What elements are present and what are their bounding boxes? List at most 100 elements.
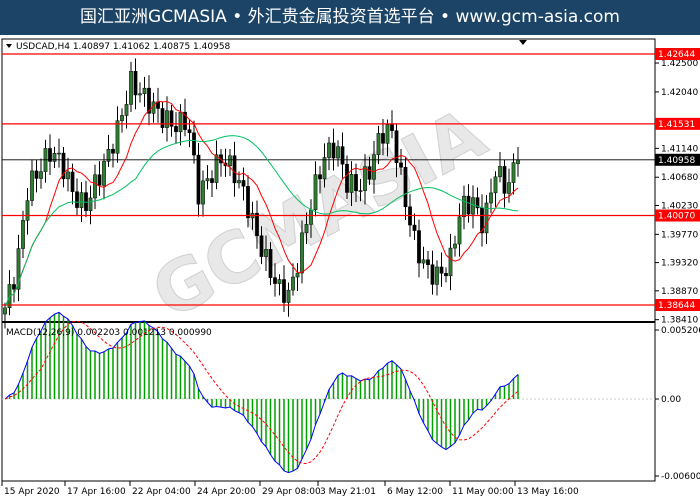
current-price-label: 1.40958	[658, 156, 695, 166]
candle	[291, 276, 295, 291]
candle	[295, 272, 300, 278]
candle	[187, 129, 192, 134]
candle	[237, 180, 241, 184]
candle	[448, 247, 453, 277]
candle	[381, 133, 385, 144]
candle	[178, 111, 183, 133]
candle	[516, 159, 520, 164]
candle	[372, 154, 376, 180]
time-tick-label: 22 Apr 04:00	[132, 487, 191, 497]
candle	[385, 124, 390, 144]
candle	[61, 152, 66, 180]
candle	[39, 171, 43, 179]
candle	[196, 154, 201, 205]
candle	[435, 266, 439, 285]
candle	[489, 192, 493, 204]
ma-slow-line	[4, 135, 519, 308]
price-chart[interactable]: GCMASIA 1.425001.420401.411401.406801.40…	[0, 35, 700, 500]
candle	[106, 148, 111, 162]
candle	[322, 157, 327, 180]
level-price-tag	[655, 299, 700, 311]
candle	[493, 176, 498, 194]
level-price-label: 1.42644	[658, 50, 695, 60]
price-tick-label: 1.42040	[661, 88, 698, 98]
candle	[327, 142, 331, 158]
candle	[79, 192, 84, 208]
candle	[300, 232, 304, 274]
level-price-tag	[655, 48, 700, 60]
candle	[502, 166, 507, 194]
candle	[507, 182, 511, 194]
candle	[453, 243, 457, 249]
candle	[394, 130, 399, 164]
candle	[403, 167, 408, 208]
candle	[138, 93, 142, 96]
candle	[241, 180, 246, 187]
time-tick-label: 3 May 21:01	[320, 487, 376, 497]
candle	[48, 148, 52, 162]
macd-tick-label: 0.00	[661, 395, 681, 405]
candle	[3, 307, 7, 315]
candle	[16, 248, 21, 290]
candle	[210, 178, 214, 183]
candle	[214, 154, 219, 183]
shift-marker-icon[interactable]	[519, 40, 527, 45]
candle	[367, 166, 372, 180]
time-tick-label: 17 Apr 16:00	[67, 487, 126, 497]
candle	[201, 180, 205, 205]
symbol-label: USDCAD,H4 1.40897 1.41062 1.40875 1.4095…	[16, 42, 231, 52]
level-price-label: 1.40070	[658, 212, 695, 222]
candle	[273, 277, 277, 284]
candle	[399, 162, 403, 168]
candle	[264, 249, 268, 257]
price-tick-label: 1.40680	[661, 173, 698, 183]
candle	[34, 170, 39, 179]
candle	[358, 190, 363, 192]
dropdown-triangle-icon[interactable]	[6, 44, 12, 48]
candle	[390, 124, 394, 131]
candle	[498, 166, 502, 178]
candle	[88, 197, 93, 211]
level-price-label: 1.38644	[658, 301, 695, 311]
time-tick-label: 24 Apr 20:00	[197, 487, 256, 497]
candle	[349, 174, 354, 193]
candle	[12, 284, 16, 290]
candle	[282, 279, 286, 303]
candle	[192, 132, 196, 156]
level-price-label: 1.41531	[658, 120, 695, 130]
candle	[475, 197, 480, 209]
price-tick-label: 1.39770	[661, 230, 698, 240]
candle	[93, 174, 97, 199]
price-tick-label: 1.38870	[661, 287, 698, 297]
candle	[331, 142, 336, 159]
candle	[421, 259, 426, 264]
candle	[354, 174, 358, 192]
candle	[75, 191, 79, 208]
title-bar: 国汇亚洲GCMASIA • 外汇贵金属投资首选平台 • www.gcm-asia…	[0, 0, 700, 35]
candle	[376, 133, 381, 155]
time-tick-label: 15 Apr 2020	[4, 487, 60, 497]
candle	[165, 110, 169, 128]
candle	[466, 195, 471, 215]
candle	[30, 170, 34, 201]
candle	[417, 230, 421, 264]
candle	[70, 171, 75, 192]
candle	[228, 155, 232, 167]
ma-fast-line	[4, 100, 519, 308]
candle	[21, 220, 25, 249]
candle	[174, 126, 178, 133]
candle	[336, 146, 340, 159]
macd-line	[4, 311, 519, 474]
macd-label: MACD(12,26,9) 0.002203 0.001213 0.000990	[6, 328, 212, 338]
candle	[340, 146, 345, 165]
candle	[57, 152, 61, 155]
candle	[124, 104, 129, 116]
candle	[120, 115, 124, 121]
candle	[129, 70, 133, 105]
price-tick-label: 1.40230	[661, 201, 698, 211]
candle	[183, 111, 187, 130]
plot-frame	[1, 38, 656, 482]
candle	[142, 87, 147, 94]
candle	[363, 166, 367, 191]
